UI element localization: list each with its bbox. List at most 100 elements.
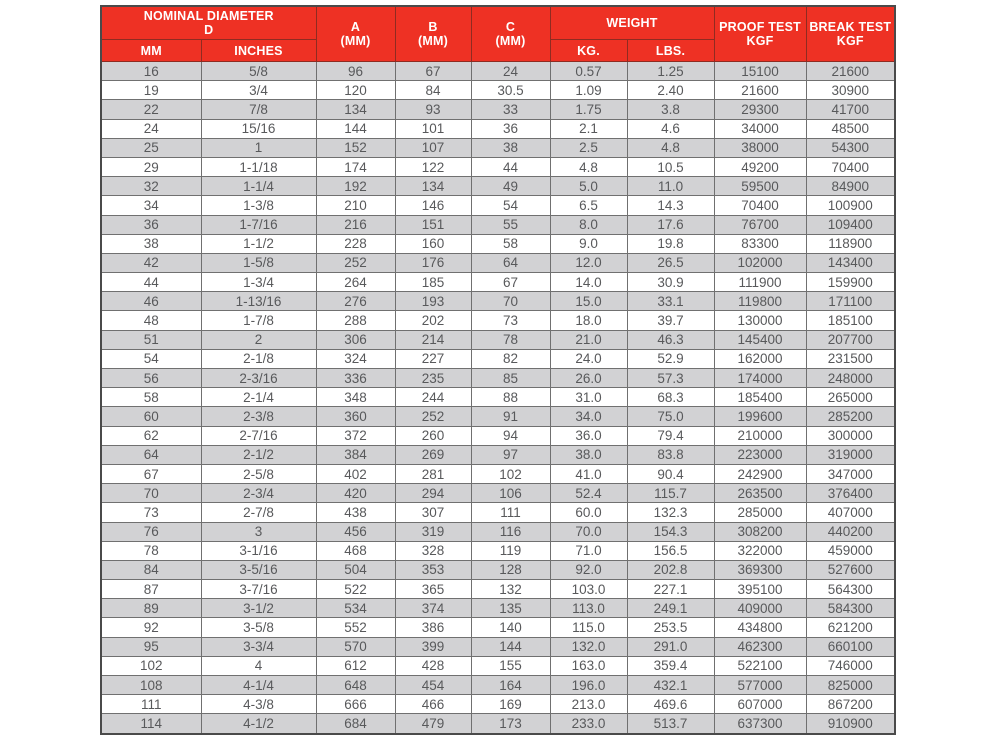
table-cell: 30.5: [470, 80, 551, 101]
table-cell: 336: [315, 367, 396, 389]
table-cell: 2-7/8: [200, 502, 317, 523]
table-cell: 56: [100, 367, 202, 389]
table-cell: 666: [315, 694, 396, 715]
table-row: 64 2-1/2 384 269 97 38.0 83.8 223000 319000: [100, 444, 896, 465]
table-cell: 2-3/8: [200, 406, 317, 427]
table-row: 16 5/8 96 67 24 0.57 1.25 15100 21600: [100, 60, 896, 82]
table-cell: 39.7: [626, 310, 715, 331]
weight-title: WEIGHT: [606, 16, 658, 30]
table-row: 51 2 306 214 78 21.0 46.3 145400 207700: [100, 329, 896, 350]
table-cell: 584300: [805, 598, 896, 619]
table-cell: 115.7: [626, 483, 715, 504]
col-header-b-mm: B (MM): [394, 5, 472, 62]
table-cell: 1-1/2: [200, 233, 317, 254]
table-cell: 51: [100, 329, 202, 350]
col-header-proof-test: PROOF TEST KGF: [713, 5, 807, 62]
table-row: 102 4 612 428 155 163.0 359.4 522100 746000: [100, 655, 896, 677]
table-cell: 4-3/8: [200, 694, 317, 715]
col-header-c-mm: C (MM): [470, 5, 551, 62]
table-cell: 233.0: [549, 713, 628, 735]
table-cell: 76700: [713, 214, 807, 235]
table-cell: 32: [100, 176, 202, 197]
table-cell: 432.1: [626, 674, 715, 696]
table-cell: 92: [100, 617, 202, 638]
table-cell: 202: [394, 310, 472, 331]
table-cell: 306: [315, 329, 396, 350]
table-cell: 213.0: [549, 694, 628, 715]
table-cell: 144: [315, 118, 396, 139]
table-cell: 58: [470, 233, 551, 254]
table-row: 62 2-7/16 372 260 94 36.0 79.4 210000 300000: [100, 425, 896, 446]
table-cell: 867200: [805, 694, 896, 715]
table-cell: 55: [470, 214, 551, 235]
table-cell: 3-7/16: [200, 579, 317, 600]
table-cell: 95: [100, 636, 202, 657]
table-cell: 24.0: [549, 348, 628, 370]
table-row: 111 4-3/8 666 466 169 213.0 469.6 607000 867200: [100, 694, 896, 715]
table-cell: 2-1/2: [200, 444, 317, 465]
table-cell: 369300: [713, 559, 807, 581]
table-cell: 34000: [713, 118, 807, 139]
col-header-lbs: LBS.: [626, 39, 715, 62]
table-cell: 3-5/8: [200, 617, 317, 638]
table-cell: 22: [100, 99, 202, 120]
table-cell: 8.0: [549, 214, 628, 235]
table-cell: 57.3: [626, 367, 715, 389]
table-cell: 328: [394, 540, 472, 561]
table-cell: 260: [394, 425, 472, 446]
table-row: 73 2-7/8 438 307 111 60.0 132.3 285000 407000: [100, 502, 896, 523]
table-cell: 4-1/2: [200, 713, 317, 735]
table-cell: 38.0: [549, 444, 628, 465]
table-cell: 300000: [805, 425, 896, 446]
table-cell: 527600: [805, 559, 896, 581]
c-unit: (MM): [495, 34, 526, 48]
table-cell: 91: [470, 406, 551, 427]
table-cell: 143400: [805, 252, 896, 274]
table-cell: 438: [315, 502, 396, 523]
table-cell: 386: [394, 617, 472, 638]
table-cell: 3-5/16: [200, 559, 317, 581]
table-cell: 621200: [805, 617, 896, 638]
table-cell: 75.0: [626, 406, 715, 427]
table-cell: 3.8: [626, 99, 715, 120]
a-unit: (MM): [340, 34, 371, 48]
table-row: 19 3/4 120 84 30.5 1.09 2.40 21600 30900: [100, 80, 896, 101]
table-row: 114 4-1/2 684 479 173 233.0 513.7 637300 910900: [100, 713, 896, 735]
table-cell: 130000: [713, 310, 807, 331]
col-header-break-test: BREAK TEST KGF: [805, 5, 896, 62]
table-row: 42 1-5/8 252 176 64 12.0 26.5 102000 143400: [100, 252, 896, 274]
table-row: 70 2-3/4 420 294 106 52.4 115.7 263500 376400: [100, 483, 896, 504]
table-cell: 64: [470, 252, 551, 274]
table-row: 56 2-3/16 336 235 85 26.0 57.3 174000 248000: [100, 367, 896, 389]
table-cell: 113.0: [549, 598, 628, 619]
table-cell: 4: [200, 655, 317, 677]
table-cell: 38: [470, 137, 551, 158]
table-cell: 21600: [805, 60, 896, 82]
table-cell: 374: [394, 598, 472, 619]
table-cell: 265000: [805, 387, 896, 408]
col-header-kg: KG.: [549, 39, 628, 62]
table-cell: 910900: [805, 713, 896, 735]
table-row: 76 3 456 319 116 70.0 154.3 308200 440200: [100, 521, 896, 542]
table-row: 67 2-5/8 402 281 102 41.0 90.4 242900 347000: [100, 463, 896, 485]
table-cell: 36.0: [549, 425, 628, 446]
table-cell: 223000: [713, 444, 807, 465]
table-cell: 248000: [805, 367, 896, 389]
table-cell: 34.0: [549, 406, 628, 427]
table-cell: 3-3/4: [200, 636, 317, 657]
table-cell: 21600: [713, 80, 807, 101]
table-cell: 90.4: [626, 463, 715, 485]
table-cell: 1.25: [626, 60, 715, 82]
table-cell: 152: [315, 137, 396, 158]
table-row: 89 3-1/2 534 374 135 113.0 249.1 409000 584300: [100, 598, 896, 619]
table-cell: 227: [394, 348, 472, 370]
table-cell: 2-1/8: [200, 348, 317, 370]
table-cell: 12.0: [549, 252, 628, 274]
table-cell: 18.0: [549, 310, 628, 331]
table-cell: 19.8: [626, 233, 715, 254]
table-cell: 324: [315, 348, 396, 370]
table-cell: 4-1/4: [200, 674, 317, 696]
table-cell: 78: [470, 329, 551, 350]
table-cell: 2-3/16: [200, 367, 317, 389]
table-cell: 244: [394, 387, 472, 408]
